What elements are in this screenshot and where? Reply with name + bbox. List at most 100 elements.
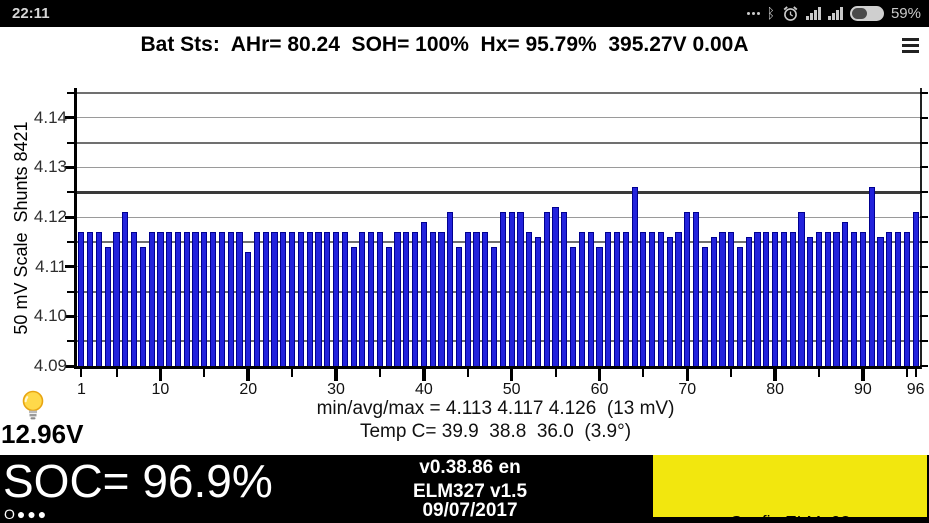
y-axis-tick xyxy=(65,314,77,318)
gridline xyxy=(77,166,920,168)
y-axis-tick xyxy=(65,165,77,169)
version-block: v0.38.86 en ELM327 v1.5 09/07/2017 xyxy=(320,458,620,520)
cell-voltage-bar xyxy=(877,236,884,366)
y-axis-tick xyxy=(67,191,77,194)
cell-voltage-bar xyxy=(236,231,243,366)
cell-voltage-bar xyxy=(736,246,744,366)
temperature-stats: Temp C= 39.9 38.8 36.0 (3.9°) xyxy=(359,421,632,442)
cell-voltage-bar xyxy=(719,231,726,366)
x-axis-tick-label: 50 xyxy=(502,381,521,398)
signal-bars-icon-2 xyxy=(827,7,843,20)
cell-voltage-bar xyxy=(253,231,261,366)
cell-voltage-bar xyxy=(420,222,427,366)
cell-voltage-bar xyxy=(403,231,410,366)
gridline xyxy=(77,266,920,268)
cell-voltage-bar xyxy=(324,231,331,366)
config-elm-button[interactable]: Config ELM 03 TAP to Freeze xyxy=(653,455,927,523)
cell-voltage-bar xyxy=(192,231,199,366)
cell-voltage-bar xyxy=(710,236,717,366)
cell-voltage-bar xyxy=(306,231,313,366)
x-axis-tick-label: 96 xyxy=(906,381,925,398)
x-axis-tick-label: 10 xyxy=(151,381,170,398)
gridline xyxy=(77,190,920,194)
cell-voltage-bar xyxy=(482,231,489,366)
cell-voltage-bar xyxy=(139,246,146,366)
battery-icon xyxy=(849,6,884,21)
cell-voltage-bar xyxy=(148,231,155,366)
cell-voltage-bar xyxy=(587,231,594,366)
y-axis-tick xyxy=(67,240,77,243)
gridline xyxy=(77,117,920,119)
cell-voltage-bar xyxy=(429,231,436,366)
cell-voltage-bar xyxy=(341,231,348,366)
status-time: 22:11 xyxy=(12,5,50,22)
y-axis-tick-right xyxy=(920,191,928,194)
x-axis-tick xyxy=(597,369,602,381)
cell-voltage-bar xyxy=(289,231,296,366)
min-avg-max-stats: min/avg/max = 4.113 4.117 4.126 (13 mV) xyxy=(316,398,675,419)
cell-voltage-bar xyxy=(851,231,858,366)
y-axis-tick-right xyxy=(920,116,928,119)
cell-voltage-bar xyxy=(78,231,85,366)
cell-voltage-bar xyxy=(130,231,138,366)
cell-voltage-bar xyxy=(297,231,304,366)
cell-voltage-bar xyxy=(815,231,823,366)
cell-voltage-bar xyxy=(824,231,831,366)
cell-voltage-bar xyxy=(166,231,173,366)
y-axis-tick-right xyxy=(920,340,928,343)
cell-voltage-bar xyxy=(649,231,656,366)
x-axis-tick xyxy=(730,369,733,377)
y-axis-tick-right xyxy=(920,91,928,94)
cell-voltage-bar xyxy=(122,212,129,366)
gridline xyxy=(77,290,920,293)
y-axis-tick-label: 4.13 xyxy=(33,157,67,177)
cell-voltage-bar xyxy=(754,231,761,366)
gridline xyxy=(77,91,920,94)
x-axis-tick xyxy=(378,369,381,377)
cell-voltage-bar xyxy=(104,246,111,366)
cell-voltage-bar xyxy=(701,246,708,366)
cell-voltage-bar xyxy=(394,231,401,366)
cell-voltage-plot[interactable]: 4.14 4.13 4.12 4.11 4.10 4.09 1 10 20 30 40 50 60 70 8… xyxy=(34,88,928,398)
cell-voltage-bar xyxy=(438,231,445,366)
y-axis-tick xyxy=(65,265,77,269)
screen-keep-on-bulb-icon[interactable] xyxy=(19,390,47,422)
elm-date: 09/07/2017 xyxy=(422,500,518,521)
y-axis-tick-right xyxy=(920,216,928,219)
status-icons: ᛒ 59% xyxy=(746,0,921,27)
y-axis-tick xyxy=(67,340,77,343)
cell-voltage-bar xyxy=(526,231,533,366)
cell-voltage-bar xyxy=(368,231,375,366)
cell-voltage-bar xyxy=(886,231,893,366)
y-axis-tick-right xyxy=(920,166,928,169)
cell-voltage-bar xyxy=(657,231,665,366)
x-axis-tick xyxy=(158,369,163,381)
cell-voltage-bar xyxy=(543,212,550,366)
cell-voltage-bar xyxy=(455,246,463,366)
cell-voltage-bar xyxy=(315,231,322,366)
cell-voltage-bar xyxy=(210,231,217,366)
x-axis-tick xyxy=(509,369,514,381)
cell-voltage-bar xyxy=(666,236,673,366)
menu-hamburger-icon[interactable] xyxy=(902,38,919,56)
y-axis-tick xyxy=(65,215,77,219)
connection-indicator: O●●● xyxy=(4,506,49,522)
cell-voltage-bar xyxy=(183,231,190,366)
config-elm-label: Config ELM 03 xyxy=(729,512,851,523)
x-axis-tick-label: 70 xyxy=(678,381,697,398)
gridline xyxy=(77,315,920,317)
cell-voltage-bar xyxy=(201,231,208,366)
battery-status-summary: Bat Sts: AHr= 80.24 SOH= 100% Hx= 95.79%… xyxy=(140,33,749,56)
alarm-clock-icon xyxy=(783,6,798,21)
cell-voltage-bar xyxy=(798,212,805,366)
x-axis-tick xyxy=(905,369,908,377)
cell-voltage-bar xyxy=(570,246,577,366)
y-axis-tick-label: 4.14 xyxy=(33,107,67,127)
cell-voltage-bar xyxy=(218,231,225,366)
x-axis-tick xyxy=(80,369,83,377)
y-axis-tick xyxy=(65,116,77,120)
y-axis-tick-label: 4.12 xyxy=(33,207,67,227)
gridline xyxy=(77,216,920,218)
y-axis-tick xyxy=(67,141,77,144)
